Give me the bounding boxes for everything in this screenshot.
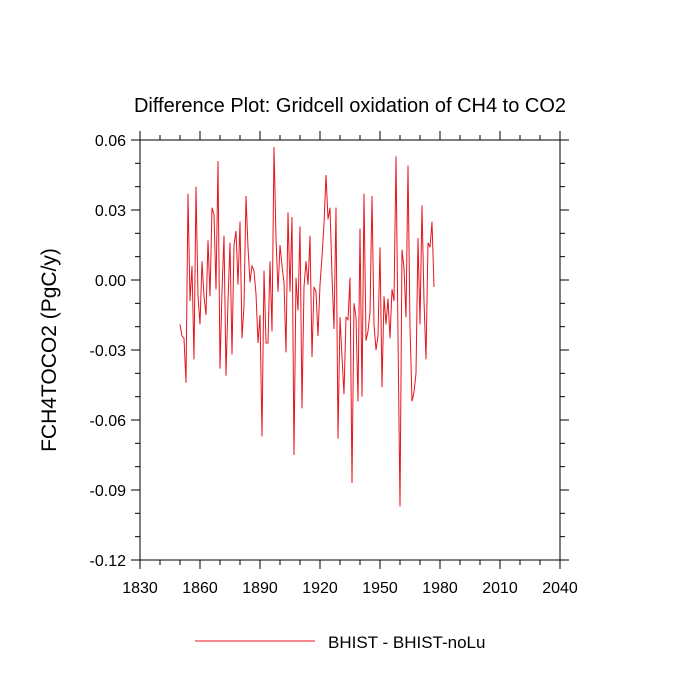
y-tick-label: 0.00 xyxy=(95,273,126,290)
x-tick-label: 2040 xyxy=(542,580,578,597)
x-tick-label: 2010 xyxy=(482,580,518,597)
legend-label: BHIST - BHIST-noLu xyxy=(328,633,485,652)
x-tick-label: 1830 xyxy=(122,580,158,597)
y-tick-label: -0.03 xyxy=(90,343,127,360)
series-group xyxy=(179,146,435,507)
x-tick-label: 1890 xyxy=(242,580,278,597)
y-axis-ticks: 0.06 0.03 0.00 -0.03 -0.06 -0.09 -0.12 xyxy=(90,133,569,570)
y-tick-label: -0.09 xyxy=(90,483,127,500)
plot-area-frame xyxy=(139,139,561,561)
x-tick-label: 1980 xyxy=(422,580,458,597)
x-tick-label: 1860 xyxy=(182,580,218,597)
series-line xyxy=(179,146,435,507)
y-tick-label: -0.12 xyxy=(90,553,127,570)
y-tick-label: 0.03 xyxy=(95,203,126,220)
y-tick-label: 0.06 xyxy=(95,133,126,150)
chart-title: Difference Plot: Gridcell oxidation of C… xyxy=(134,95,566,117)
y-axis-title: FCH4TOCO2 (PgC/y) xyxy=(38,248,61,452)
x-axis-ticks: 1830 1860 1890 1920 1950 1980 2010 2040 xyxy=(122,131,578,597)
x-tick-label: 1950 xyxy=(362,580,398,597)
y-tick-label: -0.06 xyxy=(90,413,127,430)
legend: BHIST - BHIST-noLu xyxy=(195,633,485,652)
x-tick-label: 1920 xyxy=(302,580,338,597)
